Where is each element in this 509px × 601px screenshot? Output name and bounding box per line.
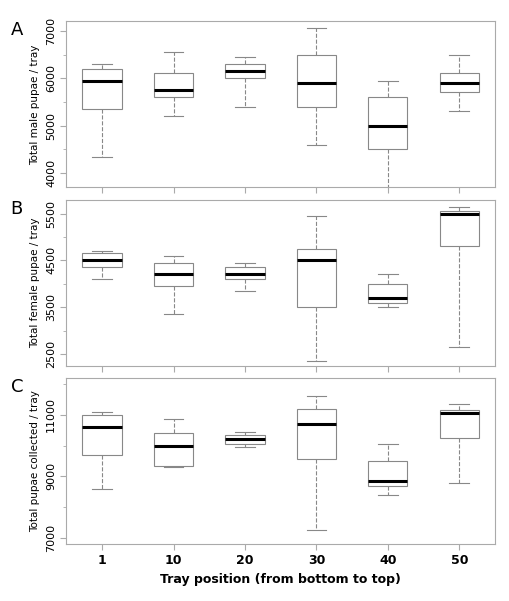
X-axis label: Tray position (from bottom to top): Tray position (from bottom to top) (160, 573, 401, 586)
Text: C: C (11, 378, 23, 396)
PathPatch shape (367, 97, 407, 150)
PathPatch shape (154, 73, 193, 97)
PathPatch shape (225, 267, 264, 279)
PathPatch shape (367, 284, 407, 302)
Y-axis label: Total male pupae / tray: Total male pupae / tray (31, 44, 40, 165)
Text: B: B (11, 200, 23, 218)
PathPatch shape (439, 73, 478, 93)
PathPatch shape (439, 410, 478, 438)
PathPatch shape (82, 69, 122, 109)
PathPatch shape (225, 435, 264, 444)
PathPatch shape (296, 249, 335, 307)
Y-axis label: Total pupae collected / tray: Total pupae collected / tray (31, 390, 40, 532)
PathPatch shape (154, 433, 193, 466)
Text: A: A (11, 21, 23, 39)
PathPatch shape (296, 55, 335, 107)
PathPatch shape (154, 263, 193, 286)
PathPatch shape (225, 64, 264, 78)
Y-axis label: Total female pupae / tray: Total female pupae / tray (31, 218, 40, 348)
PathPatch shape (367, 461, 407, 486)
PathPatch shape (439, 212, 478, 246)
PathPatch shape (82, 254, 122, 267)
PathPatch shape (82, 415, 122, 455)
PathPatch shape (296, 409, 335, 459)
